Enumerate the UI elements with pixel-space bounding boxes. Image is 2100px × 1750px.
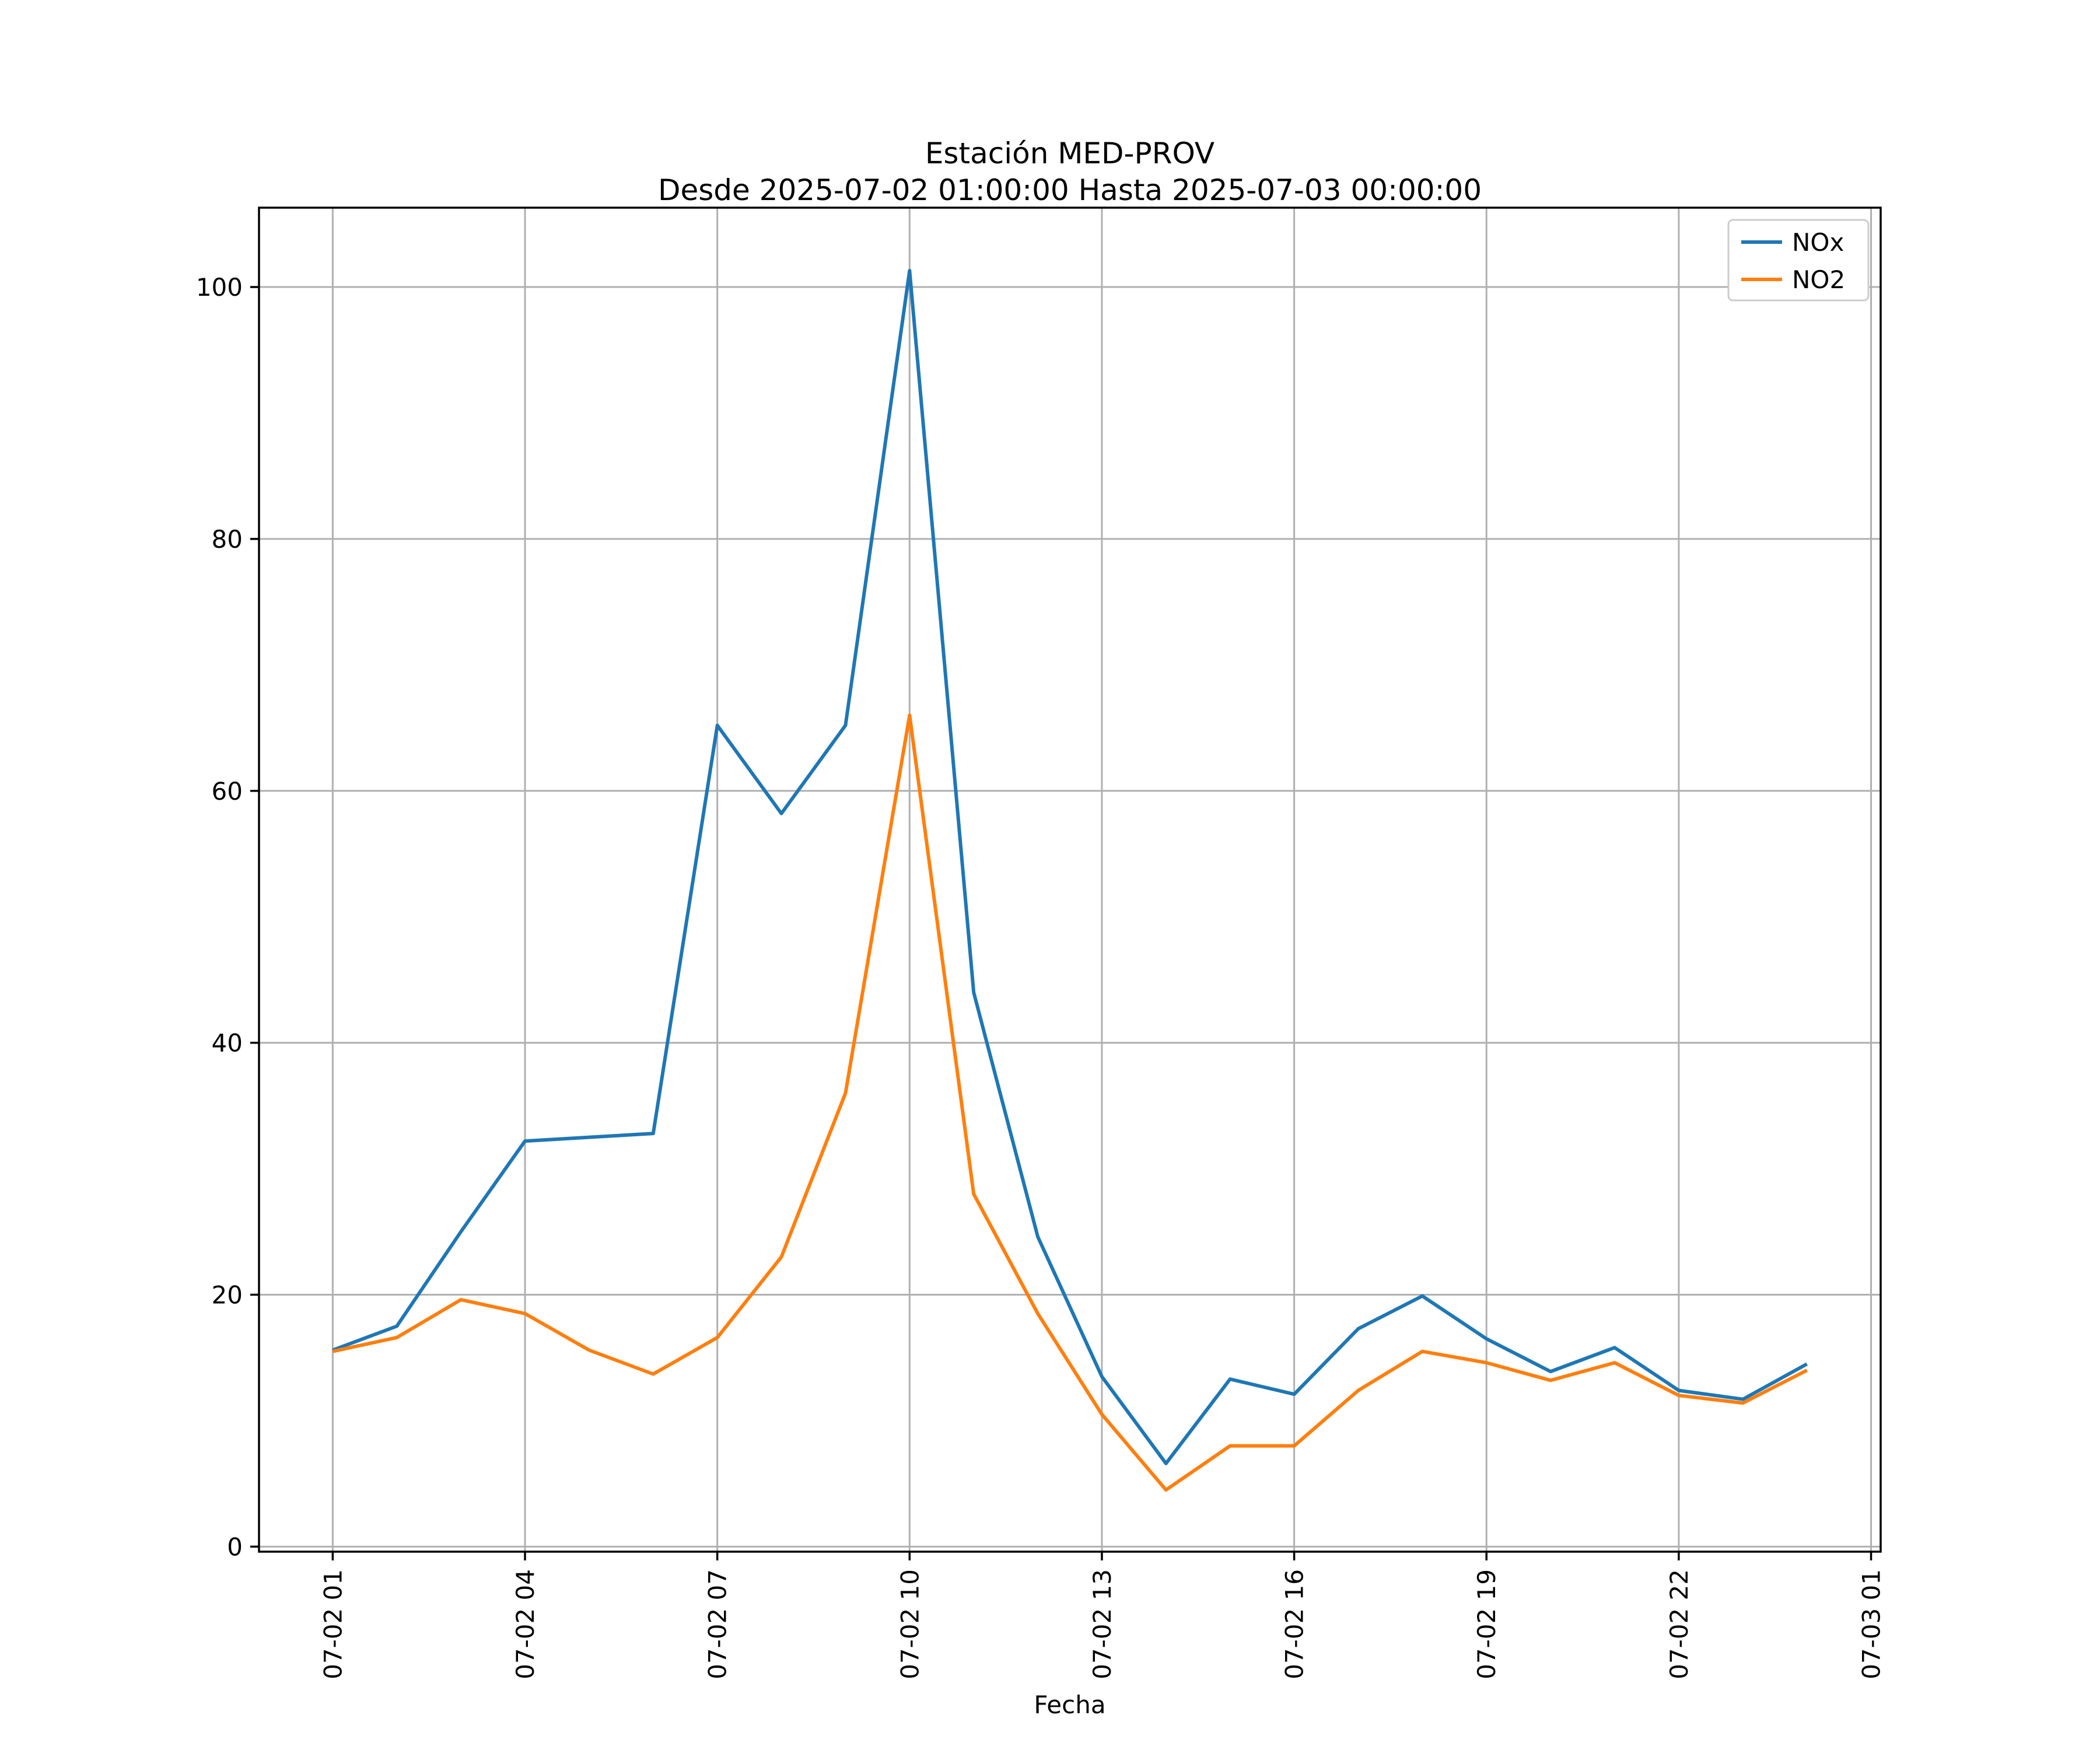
tick-marks (250, 286, 1873, 1560)
chart-title-block: Estación MED-PROV Desde 2025-07-02 01:00… (259, 135, 1881, 208)
y-tick-label: 0 (227, 1532, 243, 1561)
x-tick-label: 07-02 13 (1088, 1569, 1116, 1679)
chart-subtitle: Desde 2025-07-02 01:00:00 Hasta 2025-07-… (657, 173, 1482, 207)
x-tick-label: 07-02 01 (318, 1569, 347, 1679)
x-tick-label: 07-02 16 (1280, 1569, 1309, 1679)
y-tick-label: 40 (212, 1029, 243, 1058)
x-tick-label: 07-02 22 (1665, 1569, 1693, 1679)
x-tick-label: 07-02 19 (1472, 1569, 1501, 1679)
legend-label-NOx: NOx (1792, 228, 1844, 257)
series-line-NO2 (332, 713, 1808, 1492)
x-tick-label: 07-02 10 (895, 1569, 924, 1679)
x-tick-labels: 07-02 01 07-02 04 07-02 07 07-02 10 07-02 13… (318, 1569, 1885, 1679)
y-tick-labels: 0 20 40 60 80 100 (196, 273, 243, 1561)
x-tick-label: 07-02 04 (511, 1569, 540, 1679)
y-tick-label: 100 (196, 273, 243, 302)
plot-area (259, 208, 1881, 1552)
y-tick-label: 60 (212, 777, 243, 806)
x-axis-label: Fecha (1034, 1690, 1106, 1719)
chart-title: Estación MED-PROV (925, 136, 1215, 170)
legend-label-NO2: NO2 (1792, 265, 1845, 294)
series-line-NOx (332, 269, 1808, 1465)
y-tick-label: 20 (212, 1280, 243, 1309)
legend: NOx NO2 (1727, 219, 1870, 302)
x-tick-label: 07-02 07 (704, 1569, 732, 1679)
axes-frame (258, 206, 1882, 1553)
x-tick-label: 07-03 01 (1857, 1569, 1886, 1679)
grid (259, 208, 1881, 1552)
y-tick-label: 80 (212, 525, 243, 554)
